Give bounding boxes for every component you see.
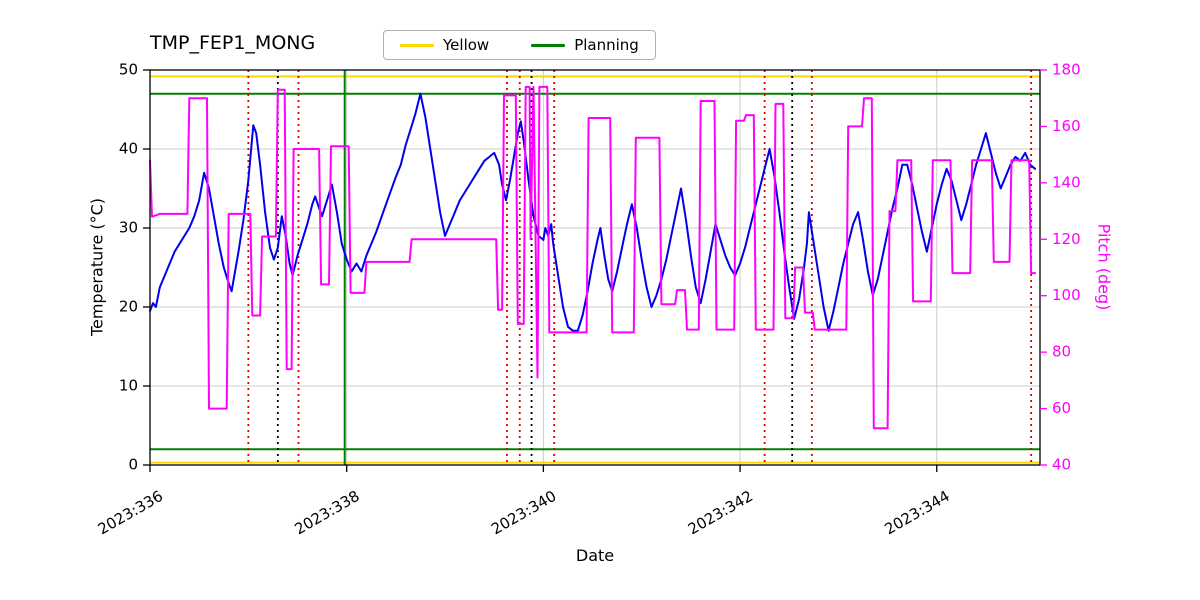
- x-axis-label: Date: [575, 546, 615, 565]
- x-tick-label: 2023:342: [685, 487, 756, 539]
- x-tick-label: 2023:338: [291, 487, 362, 539]
- legend-label-planning: Planning: [574, 36, 639, 54]
- y-axis-label-right: Pitch (deg): [1094, 223, 1114, 311]
- legend-label-yellow: Yellow: [443, 36, 490, 54]
- legend: Yellow Planning: [383, 30, 656, 60]
- y2-tick-label: 180: [1052, 61, 1081, 79]
- y2-tick-label: 100: [1052, 286, 1081, 304]
- y-tick-label: 30: [119, 219, 138, 237]
- y-tick-label: 40: [119, 140, 138, 158]
- axes-frame: [149, 69, 1041, 466]
- y2-tick-label: 60: [1052, 399, 1071, 417]
- chart-title: TMP_FEP1_MONG: [150, 32, 316, 54]
- yellow-line-swatch: [400, 43, 434, 47]
- y-tick-label: 10: [119, 377, 138, 395]
- planning-line-swatch: [531, 43, 566, 47]
- y2-tick-label: 140: [1052, 173, 1081, 191]
- y-tick-label: 50: [119, 61, 138, 79]
- legend-item-yellow: Yellow: [400, 36, 489, 54]
- x-tick-label: 2023:340: [488, 487, 559, 539]
- y2-tick-label: 80: [1052, 343, 1071, 361]
- y-tick-label: 20: [119, 298, 138, 316]
- y-axis-label-left: Temperature (°C): [87, 197, 107, 337]
- y2-tick-label: 40: [1052, 456, 1071, 474]
- x-tick-label: 2023:336: [95, 487, 166, 539]
- temperature-line: [149, 92, 1037, 332]
- y2-tick-label: 120: [1052, 230, 1081, 248]
- y-tick-label: 0: [128, 456, 138, 474]
- legend-item-planning: Planning: [531, 36, 639, 54]
- pitch-line: [149, 85, 1037, 430]
- x-tick-label: 2023:344: [882, 487, 953, 539]
- y2-tick-label: 160: [1052, 117, 1081, 135]
